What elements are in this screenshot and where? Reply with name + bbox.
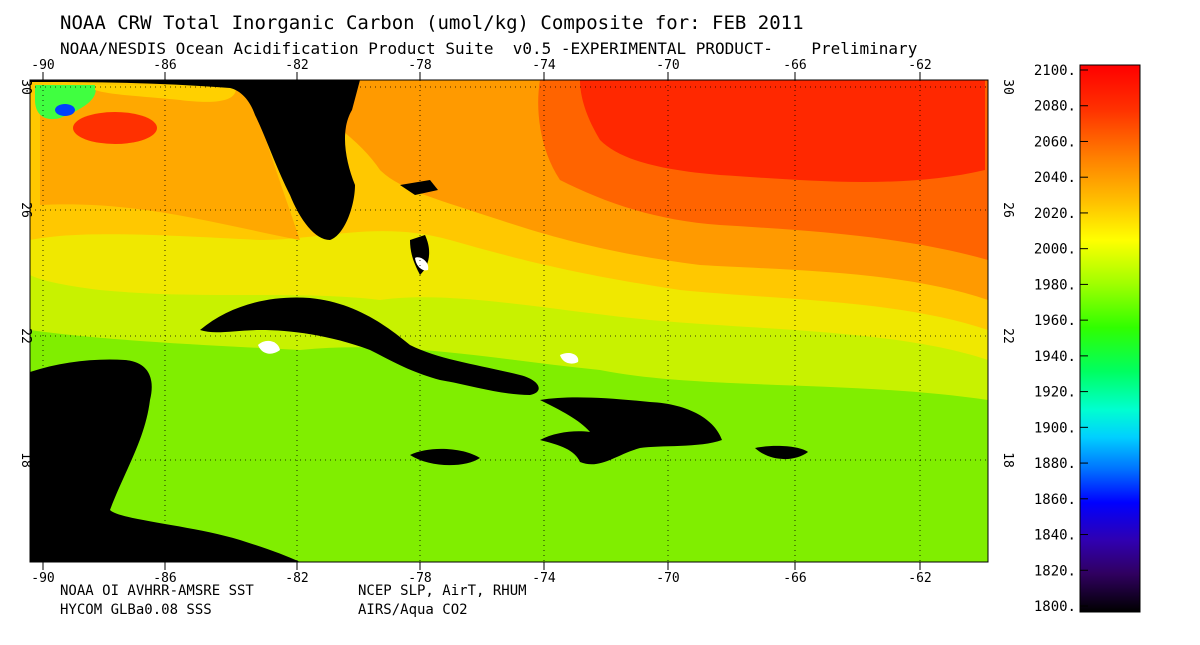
lon-tick-top: -66 bbox=[783, 58, 806, 73]
lon-tick-bottom: -78 bbox=[408, 571, 431, 586]
lat-tick-right: 30 bbox=[1000, 79, 1015, 95]
colorbar-label: 2000. bbox=[1034, 242, 1076, 258]
lat-tick-left: 26 bbox=[18, 202, 33, 218]
credit-sss: HYCOM GLBa0.08 SSS bbox=[60, 602, 212, 618]
colorbar-label: 1980. bbox=[1034, 277, 1076, 293]
colorbar-label: 1940. bbox=[1034, 349, 1076, 365]
colorbar-label: 1860. bbox=[1034, 492, 1076, 508]
lon-tick-top: -74 bbox=[532, 58, 556, 73]
map-title: NOAA CRW Total Inorganic Carbon (umol/kg… bbox=[60, 12, 804, 34]
lon-tick-bottom: -70 bbox=[656, 571, 679, 586]
carbon-field bbox=[30, 80, 988, 562]
colorbar bbox=[1079, 64, 1141, 613]
lon-tick-top: -62 bbox=[908, 58, 931, 73]
lat-tick-right: 18 bbox=[1000, 452, 1015, 468]
colorbar-label: 1820. bbox=[1034, 563, 1076, 579]
lon-tick-bottom: -82 bbox=[285, 571, 308, 586]
lon-tick-top: -70 bbox=[656, 58, 679, 73]
lat-tick-left: 22 bbox=[18, 328, 33, 344]
lon-tick-top: -82 bbox=[285, 58, 308, 73]
colorbar-label: 1880. bbox=[1034, 456, 1076, 472]
colorbar-label: 2040. bbox=[1034, 170, 1076, 186]
colorbar-label: 1920. bbox=[1034, 385, 1076, 401]
map-subtitle: NOAA/NESDIS Ocean Acidification Product … bbox=[60, 39, 918, 58]
lon-tick-bottom: -66 bbox=[783, 571, 806, 586]
lon-tick-top: -78 bbox=[408, 58, 431, 73]
colorbar-label: 2080. bbox=[1034, 99, 1076, 115]
colorbar-label: 1840. bbox=[1034, 528, 1076, 544]
colorbar-label: 1900. bbox=[1034, 420, 1076, 436]
colorbar-label: 2060. bbox=[1034, 134, 1076, 150]
credit-ncep: NCEP SLP, AirT, RHUM bbox=[358, 583, 527, 599]
lon-tick-bottom: -74 bbox=[532, 571, 556, 586]
colorbar-label: 2020. bbox=[1034, 206, 1076, 222]
credit-airs: AIRS/Aqua CO2 bbox=[358, 602, 468, 618]
credit-sst: NOAA OI AVHRR-AMSRE SST bbox=[60, 583, 254, 599]
colorbar-label: 1800. bbox=[1034, 599, 1076, 615]
lat-tick-right: 26 bbox=[1000, 202, 1015, 218]
lon-tick-bottom: -90 bbox=[31, 571, 54, 586]
lon-tick-bottom: -86 bbox=[153, 571, 176, 586]
lat-tick-left: 18 bbox=[18, 452, 33, 468]
lon-tick-top: -86 bbox=[153, 58, 176, 73]
colorbar-label: 2100. bbox=[1034, 63, 1076, 79]
lat-tick-left: 30 bbox=[18, 79, 33, 95]
colorbar-label: 1960. bbox=[1034, 313, 1076, 329]
lon-tick-bottom: -62 bbox=[908, 571, 931, 586]
lon-tick-top: -90 bbox=[31, 58, 54, 73]
lat-tick-right: 22 bbox=[1000, 328, 1015, 344]
graticule bbox=[30, 80, 988, 562]
colorbar-labels: 2100. 2080. 2060. 2040. 2020. 2000. 1980. 1960.… bbox=[1034, 63, 1088, 615]
